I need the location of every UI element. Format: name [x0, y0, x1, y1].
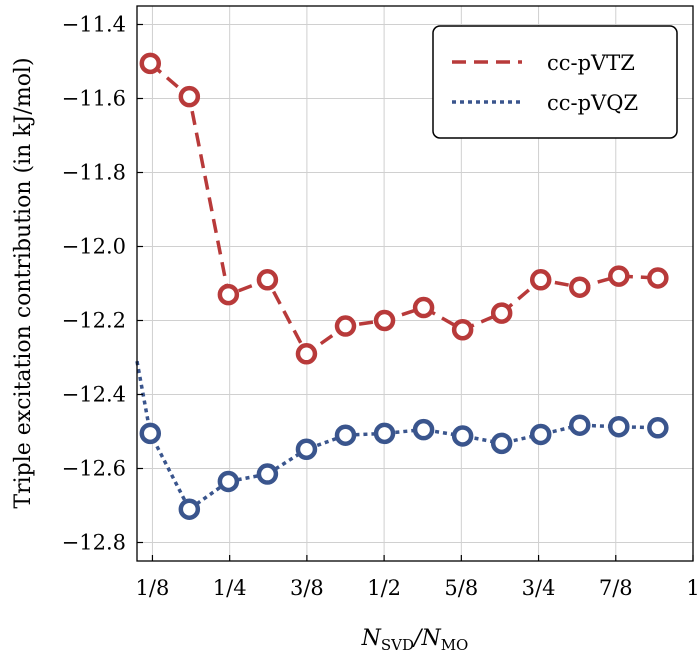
- legend: cc-pVTZ cc-pVQZ: [432, 25, 678, 139]
- data-point-cc-pvqz: [451, 425, 474, 447]
- data-point-cc-pvtz: [373, 309, 396, 332]
- data-point-cc-pvtz: [334, 315, 357, 337]
- y-tick-label: −12.8: [62, 531, 126, 555]
- data-point-cc-pvtz: [412, 296, 435, 319]
- y-tick-label: −11.6: [62, 87, 126, 111]
- x-axis-label: NSVD/NMO: [361, 626, 469, 652]
- data-point-cc-pvqz: [178, 498, 201, 520]
- legend-box: [432, 25, 678, 139]
- x-tick-label: 5/8: [444, 576, 478, 600]
- y-axis-label: Triple excitation contribution (in kJ/mo…: [11, 57, 36, 508]
- series-markers: [139, 52, 669, 520]
- data-point-cc-pvtz: [217, 283, 240, 306]
- x-tick-label: 3/4: [522, 576, 556, 600]
- data-point-cc-pvtz: [490, 302, 513, 324]
- x-tick-label: 1: [686, 576, 699, 600]
- y-tick-label: −11.4: [62, 13, 126, 37]
- data-point-cc-pvtz: [178, 85, 201, 108]
- data-point-cc-pvtz: [256, 269, 279, 291]
- data-point-cc-pvqz: [608, 415, 630, 438]
- data-point-cc-pvqz: [373, 422, 396, 445]
- x-axis-label-sub-mo: MO: [441, 636, 469, 652]
- x-tick-label: 1/2: [367, 576, 401, 600]
- data-point-cc-pvqz: [217, 470, 240, 493]
- plot-frame: [136, 5, 694, 562]
- data-point-cc-pvtz: [608, 265, 630, 287]
- y-tick-label: −12.4: [62, 383, 126, 407]
- data-point-cc-pvtz: [451, 319, 474, 341]
- x-axis-label-sub-svd: SVD: [381, 636, 414, 652]
- y-tick-label: −12.0: [62, 235, 126, 259]
- data-point-cc-pvqz: [256, 463, 279, 485]
- x-axis-label-n1: N: [361, 626, 382, 651]
- x-tick-label: 1/8: [136, 576, 170, 600]
- x-axis-label-sep: /N: [412, 626, 441, 651]
- x-tick-label: 7/8: [599, 576, 633, 600]
- data-point-cc-pvtz: [569, 276, 591, 298]
- data-point-cc-pvtz: [139, 52, 162, 75]
- series-line-cc-pvtz: [149, 62, 658, 356]
- data-point-cc-pvtz: [529, 269, 552, 291]
- data-point-cc-pvqz: [529, 423, 552, 446]
- axis-tick-labels: 1/8 1/4 3/8 1/2 5/8 3/4 7/8 1 −11.4 −11.6 −11.8 −12…: [62, 13, 699, 601]
- x-tick-label: 3/8: [290, 576, 324, 600]
- y-tick-label: −12.6: [62, 457, 126, 481]
- data-point-cc-pvqz: [334, 424, 357, 446]
- data-point-cc-pvqz: [569, 414, 591, 436]
- legend-label-cc-pvqz: cc-pVQZ: [547, 91, 638, 115]
- series-lines: [135, 62, 658, 511]
- data-point-cc-pvtz: [647, 267, 669, 289]
- y-tick-label: −11.8: [62, 161, 126, 185]
- data-point-cc-pvqz: [295, 438, 318, 461]
- x-tick-label: 1/4: [213, 576, 247, 600]
- data-point-cc-pvqz: [647, 417, 669, 439]
- axis-ticks: [137, 23, 694, 561]
- data-point-cc-pvqz: [412, 418, 435, 441]
- data-point-cc-pvqz: [139, 422, 162, 445]
- data-point-cc-pvtz: [295, 343, 318, 365]
- data-point-cc-pvqz: [490, 432, 513, 455]
- legend-label-cc-pvtz: cc-pVTZ: [547, 51, 635, 75]
- y-tick-label: −12.2: [62, 309, 126, 333]
